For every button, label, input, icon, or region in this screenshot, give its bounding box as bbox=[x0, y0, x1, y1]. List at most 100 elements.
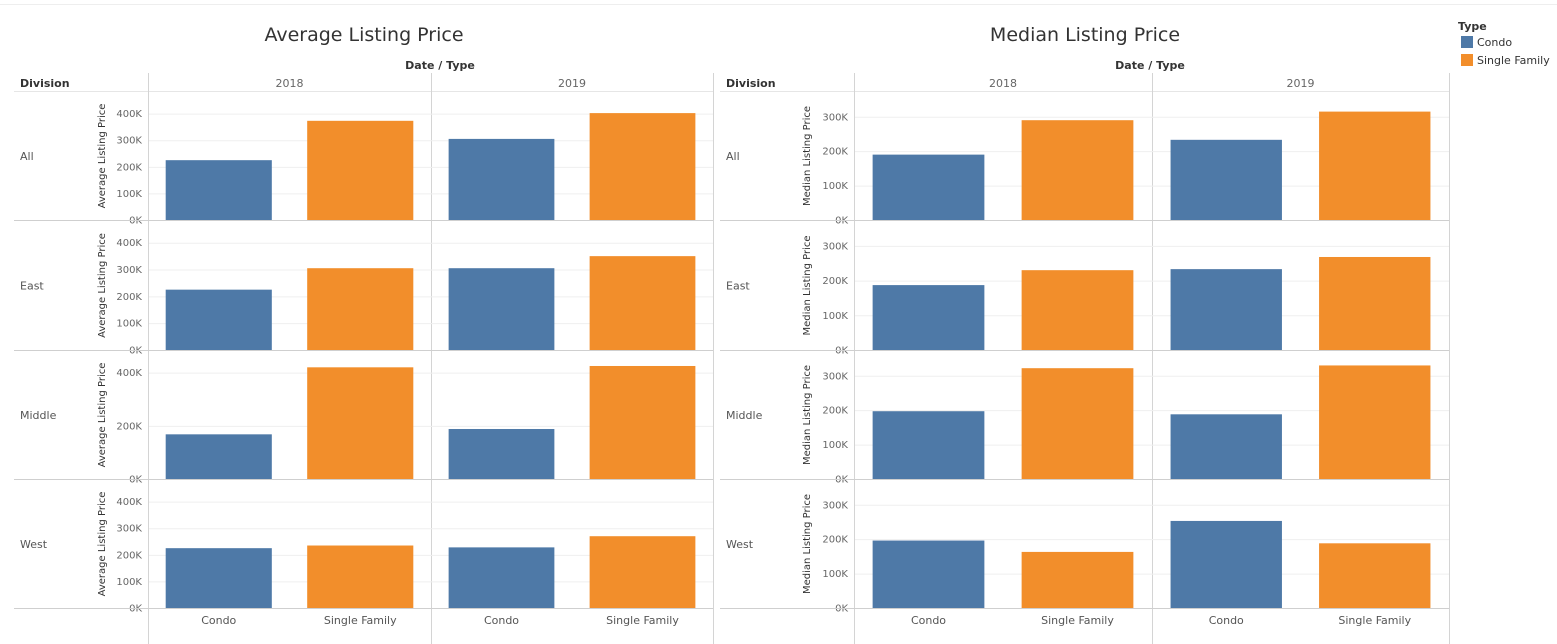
y-tick-label: 100K bbox=[822, 181, 848, 192]
bar-average-listing-price-middle-2019-condo[interactable] bbox=[448, 429, 555, 479]
y-axis-label: Median Listing Price bbox=[802, 235, 813, 335]
panel-title: Median Listing Price bbox=[990, 24, 1180, 46]
year-header-2019: 2019 bbox=[1287, 77, 1315, 90]
bar-average-listing-price-all-2018-single-family[interactable] bbox=[307, 120, 414, 220]
row-label-east: East bbox=[726, 280, 750, 293]
row-label-west: West bbox=[726, 538, 754, 551]
bar-average-listing-price-middle-2018-single-family[interactable] bbox=[307, 367, 414, 479]
bar-median-listing-price-all-2018-single-family[interactable] bbox=[1021, 120, 1134, 220]
row-header: Division bbox=[726, 77, 776, 90]
year-header-2019: 2019 bbox=[558, 77, 586, 90]
bar-median-listing-price-middle-2018-condo[interactable] bbox=[872, 411, 985, 479]
bar-average-listing-price-west-2019-single-family[interactable] bbox=[589, 536, 696, 608]
bar-median-listing-price-east-2019-condo[interactable] bbox=[1170, 269, 1282, 350]
y-axis-label: Average Listing Price bbox=[97, 233, 108, 338]
panel-title: Average Listing Price bbox=[264, 24, 463, 46]
y-tick-label: 300K bbox=[116, 136, 142, 147]
y-tick-label: 300K bbox=[822, 241, 848, 252]
bar-median-listing-price-all-2019-condo[interactable] bbox=[1170, 139, 1282, 220]
x-tick-label-condo: Condo bbox=[911, 614, 946, 627]
y-tick-label: 100K bbox=[822, 440, 848, 451]
y-tick-label: 200K bbox=[822, 406, 848, 417]
x-tick-label-single-family: Single Family bbox=[1338, 614, 1411, 627]
row-label-west: West bbox=[20, 538, 48, 551]
y-tick-label: 100K bbox=[822, 311, 848, 322]
y-tick-label: 400K bbox=[116, 368, 142, 379]
row-label-middle: Middle bbox=[20, 409, 57, 422]
bar-average-listing-price-east-2019-condo[interactable] bbox=[448, 268, 555, 350]
y-tick-label: 400K bbox=[116, 497, 142, 508]
y-axis-label: Median Listing Price bbox=[802, 106, 813, 206]
legend-swatch-condo[interactable] bbox=[1461, 36, 1473, 48]
legend-title: Type bbox=[1458, 20, 1487, 33]
bar-average-listing-price-east-2019-single-family[interactable] bbox=[589, 256, 696, 350]
row-label-middle: Middle bbox=[726, 409, 763, 422]
bar-median-listing-price-middle-2019-condo[interactable] bbox=[1170, 414, 1282, 479]
y-tick-label: 100K bbox=[822, 569, 848, 580]
bar-average-listing-price-all-2019-condo[interactable] bbox=[448, 138, 555, 220]
bar-median-listing-price-all-2019-single-family[interactable] bbox=[1319, 111, 1431, 220]
y-axis-label: Average Listing Price bbox=[97, 363, 108, 468]
y-tick-label: 300K bbox=[116, 265, 142, 276]
panel-average-listing-price: Average Listing Price Date / Type Division… bbox=[14, 24, 714, 644]
legend-label-condo[interactable]: Condo bbox=[1477, 36, 1512, 49]
y-tick-label: 200K bbox=[116, 550, 142, 561]
y-tick-label: 100K bbox=[116, 577, 142, 588]
column-header: Date / Type bbox=[1115, 59, 1185, 72]
bar-median-listing-price-west-2019-condo[interactable] bbox=[1170, 520, 1282, 608]
y-tick-label: 100K bbox=[116, 319, 142, 330]
y-axis-label: Average Listing Price bbox=[97, 104, 108, 209]
bar-median-listing-price-middle-2018-single-family[interactable] bbox=[1021, 368, 1134, 479]
bar-average-listing-price-all-2018-condo[interactable] bbox=[165, 160, 272, 220]
bar-average-listing-price-east-2018-condo[interactable] bbox=[165, 289, 272, 350]
x-tick-label-single-family: Single Family bbox=[324, 614, 397, 627]
y-tick-label: 400K bbox=[116, 238, 142, 249]
bar-median-listing-price-east-2018-single-family[interactable] bbox=[1021, 270, 1134, 350]
legend: Type Condo Single Family bbox=[1458, 20, 1550, 67]
y-tick-label: 200K bbox=[822, 276, 848, 287]
row-header: Division bbox=[20, 77, 70, 90]
y-tick-label: 200K bbox=[822, 147, 848, 158]
x-tick-label-condo: Condo bbox=[484, 614, 519, 627]
bar-average-listing-price-middle-2018-condo[interactable] bbox=[165, 434, 272, 479]
y-tick-label: 200K bbox=[116, 162, 142, 173]
legend-swatch-single-family[interactable] bbox=[1461, 54, 1473, 66]
x-tick-label-condo: Condo bbox=[1209, 614, 1244, 627]
bar-average-listing-price-west-2019-condo[interactable] bbox=[448, 547, 555, 608]
bar-median-listing-price-west-2019-single-family[interactable] bbox=[1319, 543, 1431, 608]
year-header-2018: 2018 bbox=[276, 77, 304, 90]
bar-average-listing-price-east-2018-single-family[interactable] bbox=[307, 268, 414, 350]
column-header: Date / Type bbox=[405, 59, 475, 72]
bar-median-listing-price-all-2018-condo[interactable] bbox=[872, 154, 985, 220]
row-label-all: All bbox=[20, 150, 34, 163]
bar-median-listing-price-east-2019-single-family[interactable] bbox=[1319, 256, 1431, 350]
year-header-2018: 2018 bbox=[989, 77, 1017, 90]
y-axis-label: Median Listing Price bbox=[802, 494, 813, 594]
bar-average-listing-price-west-2018-condo[interactable] bbox=[165, 548, 272, 608]
y-tick-label: 300K bbox=[822, 371, 848, 382]
bar-median-listing-price-east-2018-condo[interactable] bbox=[872, 285, 985, 350]
x-tick-label-single-family: Single Family bbox=[606, 614, 679, 627]
y-axis-label: Average Listing Price bbox=[97, 492, 108, 597]
panel-median-listing-price: Median Listing Price Date / Type Division 2… bbox=[720, 24, 1450, 644]
row-label-all: All bbox=[726, 150, 740, 163]
y-tick-label: 400K bbox=[116, 109, 142, 120]
y-tick-label: 200K bbox=[822, 535, 848, 546]
bar-average-listing-price-middle-2019-single-family[interactable] bbox=[589, 365, 696, 479]
y-tick-label: 300K bbox=[822, 500, 848, 511]
y-axis-label: Median Listing Price bbox=[802, 365, 813, 465]
bar-median-listing-price-middle-2019-single-family[interactable] bbox=[1319, 365, 1431, 479]
y-tick-label: 200K bbox=[116, 292, 142, 303]
y-tick-label: 300K bbox=[116, 524, 142, 535]
x-tick-label-single-family: Single Family bbox=[1041, 614, 1114, 627]
bar-median-listing-price-west-2018-single-family[interactable] bbox=[1021, 551, 1134, 608]
y-tick-label: 200K bbox=[116, 421, 142, 432]
bar-average-listing-price-west-2018-single-family[interactable] bbox=[307, 545, 414, 608]
legend-label-single-family[interactable]: Single Family bbox=[1477, 54, 1550, 67]
y-tick-label: 100K bbox=[116, 189, 142, 200]
row-label-east: East bbox=[20, 280, 44, 293]
bar-average-listing-price-all-2019-single-family[interactable] bbox=[589, 113, 696, 220]
bar-median-listing-price-west-2018-condo[interactable] bbox=[872, 540, 985, 608]
x-tick-label-condo: Condo bbox=[201, 614, 236, 627]
